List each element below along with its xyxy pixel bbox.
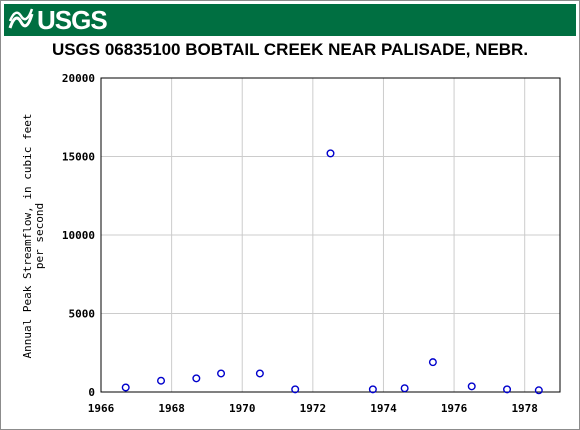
data-point (121, 383, 130, 392)
usgs-logo-text: USGS (37, 4, 108, 35)
y-tick-label: 15000 (62, 151, 95, 164)
y-tick-label: 5000 (69, 308, 96, 321)
usgs-logo[interactable]: USGS (8, 4, 108, 35)
data-point (400, 384, 409, 393)
grid-lines (100, 77, 560, 393)
x-tick-label: 1972 (300, 402, 327, 415)
data-point (192, 374, 201, 383)
x-tick-label: 1966 (88, 402, 115, 415)
x-tick-label: 1976 (441, 402, 468, 415)
usgs-wave-icon (8, 8, 34, 29)
y-tick-label: 20000 (62, 72, 95, 85)
data-point (326, 149, 335, 158)
x-tick-label: 1970 (229, 402, 256, 415)
chart-title: USGS 06835100 BOBTAIL CREEK NEAR PALISAD… (51, 40, 529, 59)
data-point (368, 385, 377, 394)
data-point (428, 358, 437, 367)
usgs-banner: USGS (4, 4, 576, 36)
y-tick-labels: 0 5000 10000 15000 20000 (62, 72, 95, 399)
data-point (157, 376, 166, 385)
data-point (255, 369, 264, 378)
data-points (121, 149, 543, 395)
x-tick-label: 1978 (511, 402, 538, 415)
x-tick-labels: 1966 1968 1970 1972 1974 1976 1978 (88, 402, 538, 415)
data-point (217, 369, 226, 378)
y-tick-label: 0 (88, 386, 95, 399)
data-point (503, 385, 512, 394)
x-tick-label: 1968 (158, 402, 185, 415)
data-point (467, 382, 476, 391)
data-point (534, 386, 543, 395)
plot-area-border (100, 77, 561, 393)
data-point (291, 385, 300, 394)
y-tick-label: 10000 (62, 229, 95, 242)
x-tick-label: 1974 (370, 402, 397, 415)
